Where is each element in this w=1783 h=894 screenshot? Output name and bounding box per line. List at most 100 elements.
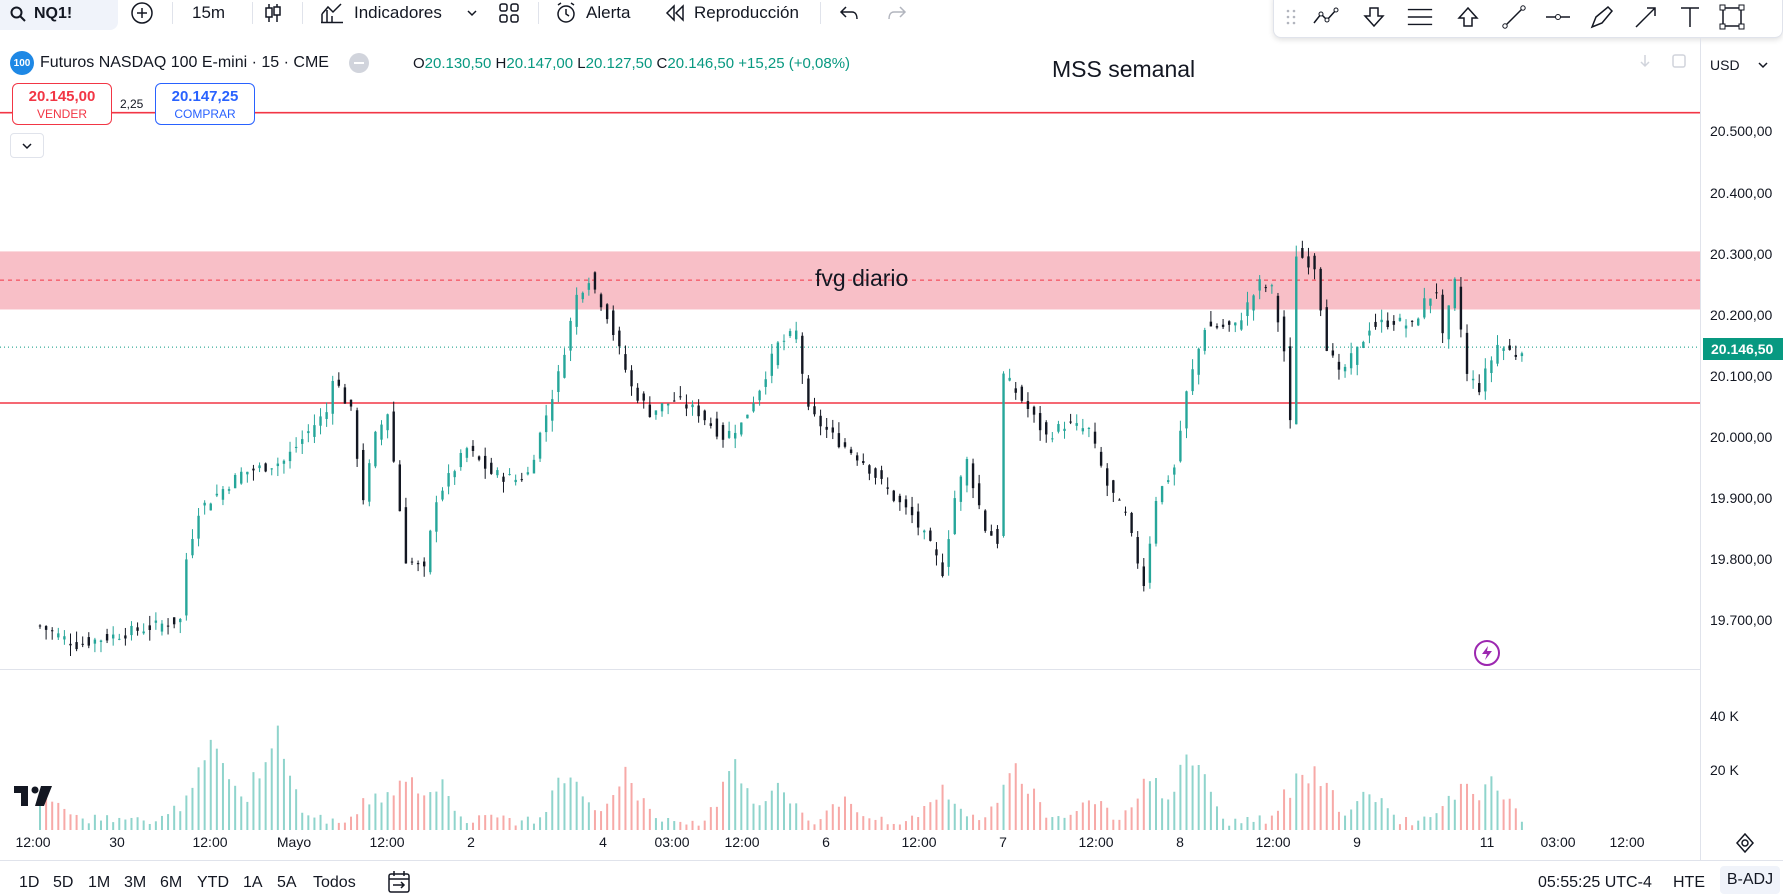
- symbol-search[interactable]: NQ1!: [0, 0, 118, 30]
- chart-type-button[interactable]: [262, 0, 284, 26]
- zigzag-tool-icon[interactable]: [1312, 4, 1340, 30]
- currency-select[interactable]: USD: [1706, 52, 1783, 78]
- price-label: 19.800,00: [1710, 551, 1773, 567]
- volume-bar: [965, 816, 968, 830]
- sell-button[interactable]: 20.145,00 VENDER: [12, 83, 112, 125]
- volume-bar: [673, 821, 676, 830]
- candle-body: [282, 460, 286, 464]
- range-1d-button[interactable]: 1D: [19, 874, 40, 891]
- go-to-date-icon[interactable]: [386, 870, 412, 894]
- candle-body: [508, 474, 511, 476]
- text-tool-icon[interactable]: [1676, 4, 1704, 30]
- replay-button[interactable]: Reproducción: [664, 0, 799, 26]
- fullscreen-icon[interactable]: [1670, 52, 1688, 70]
- volume-bar: [398, 780, 401, 830]
- arrow-tool-icon[interactable]: [1632, 4, 1660, 30]
- range-all-button[interactable]: Todos: [313, 874, 356, 891]
- candle-body: [709, 423, 713, 426]
- legend-title[interactable]: Futuros NASDAQ 100 E-mini · 15 · CME: [40, 54, 329, 71]
- arrow-down-tool-icon[interactable]: [1360, 4, 1388, 30]
- candle-body: [691, 404, 694, 408]
- candle-body: [990, 531, 993, 536]
- candle-body: [514, 479, 517, 483]
- settings-icon[interactable]: [1734, 832, 1756, 854]
- annotation-fvg-diario[interactable]: fvg diario: [815, 265, 909, 291]
- candle-body: [1465, 332, 1469, 374]
- candle-body: [1179, 430, 1182, 462]
- layouts-button[interactable]: [498, 0, 520, 26]
- range-5y-button[interactable]: 5A: [277, 874, 297, 891]
- redo-button[interactable]: [886, 0, 908, 26]
- volume-bar: [1155, 778, 1157, 830]
- volume-bar: [1319, 786, 1322, 830]
- candle-body: [362, 449, 365, 501]
- tradingview-logo: [14, 786, 52, 806]
- candle-body: [81, 643, 84, 645]
- candle-body: [746, 414, 749, 419]
- drawing-toolbar: [1273, 0, 1783, 38]
- candle-body: [721, 425, 725, 440]
- session-button[interactable]: HTE: [1673, 874, 1705, 891]
- clock[interactable]: 05:55:25 UTC-4: [1538, 874, 1652, 891]
- candle-body: [1404, 325, 1408, 329]
- time-label: 12:00: [1078, 834, 1114, 850]
- range-5d-button[interactable]: 5D: [53, 874, 74, 891]
- volume-bar: [295, 789, 298, 830]
- candle-body: [477, 456, 481, 460]
- volume-bar: [1405, 816, 1408, 830]
- indicators-button[interactable]: Indicadores: [320, 0, 478, 26]
- scroll-down-icon[interactable]: [1636, 52, 1654, 70]
- alert-button[interactable]: Alerta: [554, 0, 630, 26]
- buy-button[interactable]: 20.147,25 COMPRAR: [155, 83, 255, 125]
- volume-bar: [1118, 819, 1121, 830]
- volume-bar: [520, 820, 523, 830]
- hide-legend-button[interactable]: [348, 53, 369, 73]
- collapse-indicators-button[interactable]: [10, 133, 44, 158]
- trend-line-tool-icon[interactable]: [1500, 4, 1528, 30]
- candle-body: [618, 330, 621, 347]
- compare-button[interactable]: [130, 0, 154, 26]
- drag-handle-icon[interactable]: [1284, 4, 1298, 30]
- arrow-up-tool-icon[interactable]: [1454, 4, 1482, 30]
- volume-bar: [411, 777, 413, 830]
- volume-bar: [953, 803, 956, 830]
- volume-bar: [661, 821, 664, 830]
- volume-bar: [612, 795, 615, 830]
- candle-body: [111, 634, 115, 639]
- volume-bar: [1069, 814, 1072, 830]
- lines-tool-icon[interactable]: [1406, 4, 1434, 30]
- time-label: Mayo: [276, 834, 312, 850]
- volume-bar: [685, 824, 688, 830]
- volume-bar: [1179, 764, 1182, 830]
- range-ytd-button[interactable]: YTD: [197, 874, 229, 891]
- volume-bar: [606, 803, 609, 830]
- volume-bar: [868, 818, 871, 830]
- range-3m-button[interactable]: 3M: [124, 874, 147, 891]
- range-1m-button[interactable]: 1M: [88, 874, 111, 891]
- volume-bar: [478, 815, 481, 830]
- annotation-mss-semanal[interactable]: MSS semanal: [1052, 56, 1196, 82]
- volume-bar: [764, 801, 767, 830]
- rectangle-tool-icon[interactable]: [1718, 4, 1746, 30]
- lightning-icon[interactable]: [1474, 640, 1500, 666]
- volume-bar: [856, 812, 859, 830]
- volume-bar: [350, 816, 353, 830]
- grid-icon: [499, 3, 519, 23]
- candle-body: [1191, 369, 1194, 392]
- adjustment-button[interactable]: B-ADJ: [1720, 866, 1780, 894]
- brush-tool-icon[interactable]: [1588, 4, 1616, 30]
- interval-button[interactable]: 15m: [192, 3, 226, 22]
- volume-bar: [1136, 798, 1139, 830]
- volume-bar: [1033, 788, 1036, 830]
- volume-bar: [593, 810, 596, 830]
- volume-bar: [1039, 802, 1042, 830]
- range-6m-button[interactable]: 6M: [160, 874, 183, 891]
- candle-body: [1410, 320, 1414, 322]
- current-price-tag: 20.146,50: [1703, 338, 1783, 360]
- undo-button[interactable]: [838, 0, 860, 26]
- candle-body: [526, 472, 530, 475]
- horizontal-ray-tool-icon[interactable]: [1544, 4, 1572, 30]
- range-1y-button[interactable]: 1A: [243, 874, 263, 891]
- toolbar-divider: [252, 2, 253, 24]
